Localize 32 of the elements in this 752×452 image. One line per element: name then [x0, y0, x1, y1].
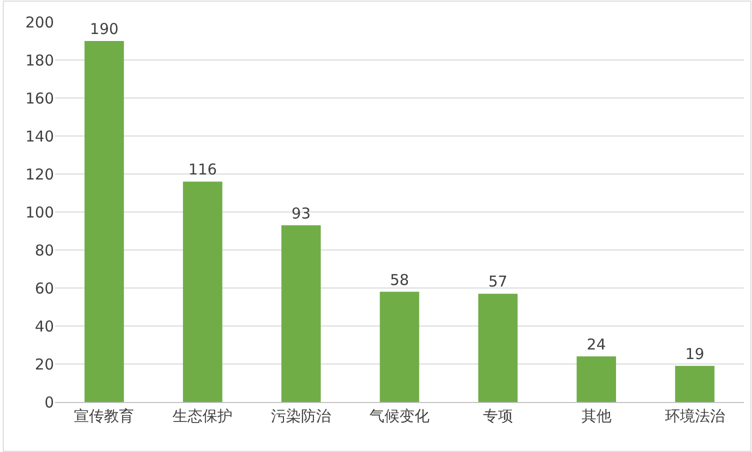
y-tick-label: 160 [25, 89, 54, 108]
x-tick-label: 生态保护 [172, 407, 233, 425]
data-label: 190 [90, 20, 119, 38]
bar [478, 294, 518, 402]
bar [182, 182, 222, 402]
y-tick-label: 180 [25, 51, 54, 70]
data-label: 93 [292, 204, 311, 222]
bar [281, 225, 321, 402]
bar [380, 292, 420, 402]
data-label: 19 [685, 344, 704, 363]
x-tick-label: 环境法治 [664, 407, 725, 425]
y-tick-label: 80 [34, 241, 54, 260]
y-tick-label: 100 [25, 203, 54, 222]
y-tick-label: 20 [34, 355, 54, 374]
bar [576, 356, 616, 402]
y-tick-label: 140 [25, 127, 54, 146]
x-tick-label: 专项 [482, 407, 513, 425]
data-label: 24 [586, 335, 606, 354]
y-tick-label: 40 [34, 317, 54, 336]
bar [84, 41, 124, 402]
bar [675, 366, 714, 402]
y-tick-label: 200 [25, 13, 54, 32]
data-label: 58 [390, 270, 410, 289]
data-label: 116 [188, 160, 217, 179]
x-tick-label: 气候变化 [370, 407, 430, 425]
data-label: 57 [488, 272, 508, 291]
x-tick-label: 宣传教育 [74, 407, 134, 425]
y-tick-label: 60 [34, 279, 54, 298]
y-tick-label: 0 [44, 393, 54, 412]
y-tick-label: 120 [25, 165, 54, 184]
x-tick-label: 污染防治 [271, 407, 332, 425]
x-tick-label: 其他 [581, 407, 612, 425]
